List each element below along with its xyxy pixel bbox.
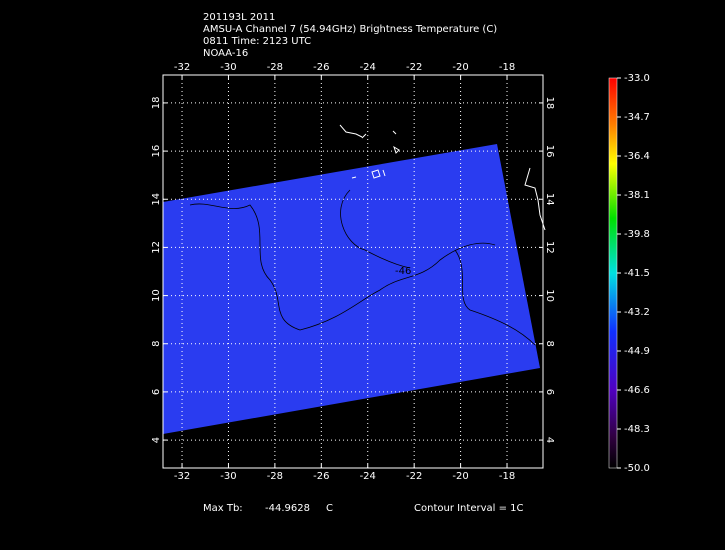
colorbar-label: -33.0 — [624, 73, 650, 84]
lon-tick-label: -28 — [267, 62, 283, 73]
colorbar-label: -34.7 — [624, 112, 650, 123]
colorbar-label: -50.0 — [624, 463, 650, 474]
lon-tick-label: -26 — [313, 62, 329, 73]
max-tb-value: -44.9628 — [265, 503, 310, 514]
colorbar-ticks: -33.0 -34.7 -36.4 -38.1 -39.8 -41.5 -43.2 -44.9… — [617, 73, 650, 474]
lat-tick-label: 16 — [151, 145, 162, 158]
lon-tick-label: -30 — [220, 471, 236, 482]
lat-tick-label: 18 — [544, 97, 555, 110]
map-frame — [162, 74, 544, 469]
lon-tick-label: -22 — [406, 471, 422, 482]
lat-tick-label: 4 — [151, 437, 162, 443]
lon-tick-label: -18 — [499, 471, 515, 482]
lon-tick-label: -24 — [360, 62, 376, 73]
contour-label: -46 — [395, 266, 411, 277]
header-line: NOAA-16 — [203, 48, 248, 59]
footer: Max Tb: -44.9628 C Contour Interval = 1C — [203, 503, 524, 514]
lat-tick-label: 8 — [151, 341, 162, 347]
colorbar-label: -38.1 — [624, 190, 650, 201]
lat-tick-label: 10 — [544, 289, 555, 302]
swath — [163, 144, 540, 434]
lat-tick-label: 12 — [151, 241, 162, 254]
lon-tick-label: -24 — [360, 471, 376, 482]
coastline — [339, 124, 546, 231]
lon-tick-label: -20 — [452, 471, 468, 482]
contour — [189, 189, 536, 346]
lon-tick-label: -20 — [452, 62, 468, 73]
colorbar — [608, 77, 618, 469]
axes: -32 -32 -30 -30 -28 -28 -26 -26 -24 -24 -22 -22 -20 -… — [151, 62, 555, 482]
colorbar-label: -36.4 — [624, 151, 650, 162]
lon-tick-label: -22 — [406, 62, 422, 73]
lat-tick-label: 14 — [151, 193, 162, 206]
lat-tick-label: 18 — [151, 97, 162, 110]
lon-tick-label: -28 — [267, 471, 283, 482]
colorbar-label: -44.9 — [624, 346, 650, 357]
lon-tick-label: -30 — [220, 62, 236, 73]
lon-tick-label: -32 — [174, 62, 190, 73]
lat-tick-label: 10 — [151, 289, 162, 302]
lat-tick-label: 6 — [151, 389, 162, 395]
lat-tick-label: 6 — [544, 389, 555, 395]
lat-tick-label: 12 — [544, 241, 555, 254]
max-tb-label: Max Tb: — [203, 503, 243, 514]
lat-tick-label: 8 — [544, 341, 555, 347]
header-line: 0811 Time: 2123 UTC — [203, 36, 311, 47]
header-line: AMSU-A Channel 7 (54.94GHz) Brightness T… — [203, 24, 497, 35]
contour-interval: Contour Interval = 1C — [414, 503, 524, 514]
colorbar-label: -48.3 — [624, 424, 650, 435]
lat-tick-label: 4 — [544, 437, 555, 443]
colorbar-label: -41.5 — [624, 268, 650, 279]
colorbar-label: -46.6 — [624, 385, 650, 396]
colorbar-label: -39.8 — [624, 229, 650, 240]
lon-tick-label: -18 — [499, 62, 515, 73]
lat-tick-label: 16 — [544, 145, 555, 158]
lon-tick-label: -26 — [313, 471, 329, 482]
header-line: 201193L 2011 — [203, 12, 275, 23]
lat-tick-label: 14 — [544, 193, 555, 206]
header: 201193L 2011 AMSU-A Channel 7 (54.94GHz)… — [203, 12, 497, 59]
colorbar-label: -43.2 — [624, 307, 650, 318]
lon-tick-label: -32 — [174, 471, 190, 482]
max-tb-unit: C — [326, 503, 333, 514]
